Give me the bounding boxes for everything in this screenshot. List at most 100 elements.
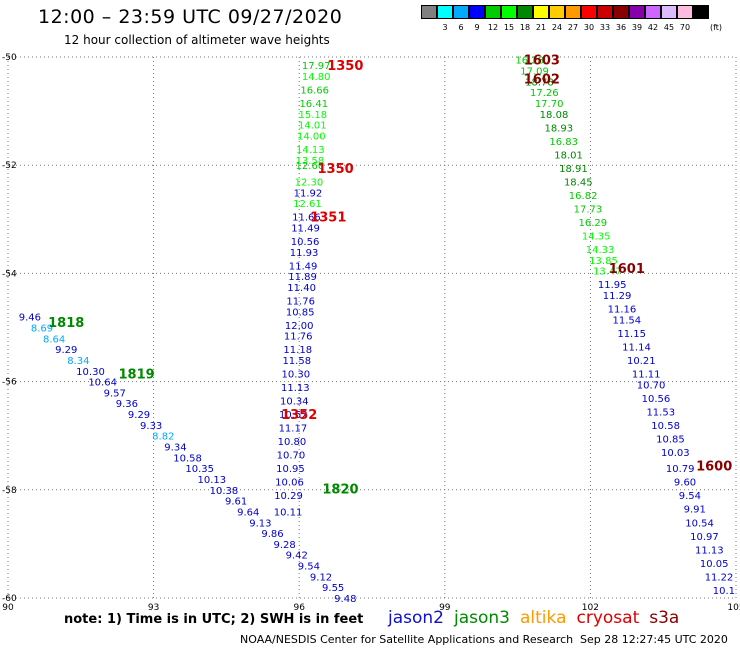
data-point-label: 9.34 bbox=[164, 443, 186, 454]
data-point-label: 8.64 bbox=[43, 334, 65, 345]
data-point-label: 14.35 bbox=[582, 232, 611, 243]
y-tick-label: -60 bbox=[2, 594, 17, 604]
data-point-label: 10.70 bbox=[277, 451, 306, 462]
data-point-label: 11.14 bbox=[622, 342, 651, 353]
generation-timestamp: Sep 28 12:27:45 UTC 2020 bbox=[580, 633, 728, 646]
pass-time-label: 1350 bbox=[327, 59, 363, 74]
color-scale-label: 33 bbox=[599, 23, 611, 32]
data-point-label: 9.48 bbox=[334, 594, 356, 605]
color-scale-unit: (ft) bbox=[709, 23, 723, 32]
data-point-label: 11.76 bbox=[284, 332, 313, 343]
data-point-label: 11.18 bbox=[283, 345, 312, 356]
data-point-label: 11.13 bbox=[695, 545, 724, 556]
data-point-label: 10.70 bbox=[637, 380, 666, 391]
data-point-label: 10.13 bbox=[198, 475, 227, 486]
color-scale-label: 27 bbox=[567, 23, 579, 32]
data-point-label: 13.85 bbox=[589, 256, 618, 267]
data-point-label: 10.97 bbox=[690, 532, 719, 543]
data-point-label: 11.17 bbox=[279, 424, 308, 435]
color-scale-label: 3 bbox=[442, 23, 448, 32]
data-point-label: 11.49 bbox=[291, 223, 320, 234]
color-swatch bbox=[613, 5, 629, 19]
data-point-label: 8.34 bbox=[67, 356, 89, 367]
color-swatch bbox=[581, 5, 597, 19]
color-swatch bbox=[469, 5, 485, 19]
data-point-label: 9.12 bbox=[310, 572, 332, 583]
data-point-label: 9.46 bbox=[19, 313, 41, 324]
data-point-label: 17.73 bbox=[574, 204, 603, 215]
color-swatch bbox=[485, 5, 501, 19]
data-point-label: 8.69 bbox=[31, 324, 53, 335]
color-scale-label: 24 bbox=[551, 23, 563, 32]
data-point-label: 10.64 bbox=[88, 378, 117, 389]
data-point-label: 15.18 bbox=[298, 110, 327, 121]
data-point-label: 16.83 bbox=[549, 137, 578, 148]
y-tick-label: -50 bbox=[2, 53, 17, 63]
color-swatch bbox=[629, 5, 645, 19]
color-swatch bbox=[533, 5, 549, 19]
data-point-label: 9.36 bbox=[116, 399, 138, 410]
data-point-label: 10.11 bbox=[274, 507, 303, 518]
credit-line: NOAA/NESDIS Center for Satellite Applica… bbox=[240, 633, 574, 646]
data-point-label: 14.00 bbox=[297, 131, 326, 142]
data-point-label: 10.05 bbox=[700, 559, 729, 570]
color-swatch bbox=[565, 5, 581, 19]
data-point-label: 12.61 bbox=[293, 199, 322, 210]
data-point-label: 17.97 bbox=[302, 61, 331, 72]
data-point-label: 10.35 bbox=[185, 464, 214, 475]
data-point-label: 18.91 bbox=[559, 164, 588, 175]
data-point-label: 16.29 bbox=[579, 218, 608, 229]
data-point-label: 11.49 bbox=[289, 261, 318, 272]
color-swatch bbox=[693, 5, 709, 19]
color-scale-label: 42 bbox=[647, 23, 659, 32]
data-point-label: 18.93 bbox=[545, 123, 574, 134]
data-point-label: 8.82 bbox=[152, 432, 174, 443]
data-point-label: 11.66 bbox=[292, 213, 321, 224]
data-point-label: 18.45 bbox=[564, 177, 593, 188]
data-point-label: 11.92 bbox=[294, 188, 323, 199]
data-point-label: 10.56 bbox=[642, 394, 671, 405]
data-point-label: 9.60 bbox=[674, 478, 696, 489]
data-point-label: 14.33 bbox=[586, 245, 615, 256]
data-point-label: 10.79 bbox=[666, 464, 695, 475]
data-point-label: 12.60 bbox=[296, 161, 325, 172]
color-swatch bbox=[517, 5, 533, 19]
x-tick-label: 96 bbox=[293, 603, 305, 613]
data-point-label: 10.85 bbox=[286, 307, 315, 318]
data-point-label: 11.89 bbox=[288, 272, 317, 283]
data-point-label: 10.21 bbox=[627, 356, 656, 367]
y-tick-label: -58 bbox=[2, 486, 17, 496]
pass-time-label: 1603 bbox=[524, 54, 560, 69]
color-swatch bbox=[645, 5, 661, 19]
color-scale-label: 9 bbox=[474, 23, 480, 32]
data-point-label: 9.57 bbox=[104, 388, 126, 399]
x-tick-label: 105 bbox=[727, 603, 740, 613]
data-point-label: 17.09 bbox=[520, 67, 549, 78]
data-point-label: 11.40 bbox=[287, 283, 316, 294]
pass-time-label: 1601 bbox=[609, 262, 645, 277]
color-scale-label: 15 bbox=[503, 23, 515, 32]
footnote: note: 1) Time is in UTC; 2) SWH is in fe… bbox=[64, 612, 364, 627]
color-scale-label: 12 bbox=[487, 23, 499, 32]
data-point-label: 18.78 bbox=[525, 77, 554, 88]
data-point-label: 16.82 bbox=[569, 191, 598, 202]
data-point-label: 11.16 bbox=[608, 305, 637, 316]
color-scale-label: 36 bbox=[615, 23, 627, 32]
data-point-label: 10.52 bbox=[279, 410, 308, 421]
data-point-label: 9.61 bbox=[225, 497, 247, 508]
data-point-label: 17.26 bbox=[530, 88, 559, 99]
pass-time-label: 1820 bbox=[322, 483, 358, 498]
data-point-label: 11.13 bbox=[281, 383, 310, 394]
x-tick-label: 93 bbox=[148, 603, 159, 613]
satellite-legend-item: s3a bbox=[649, 608, 680, 628]
data-point-label: 9.13 bbox=[249, 518, 271, 529]
color-swatch bbox=[453, 5, 469, 19]
color-scale-label: 6 bbox=[458, 23, 464, 32]
data-point-label: 10.30 bbox=[281, 369, 310, 380]
data-point-label: 10.06 bbox=[275, 478, 304, 489]
color-swatch bbox=[437, 5, 453, 19]
data-point-label: 11.54 bbox=[612, 315, 641, 326]
color-scale-label: 39 bbox=[631, 23, 643, 32]
data-point-label: 10.95 bbox=[276, 464, 305, 475]
data-point-label: 9.91 bbox=[684, 505, 706, 516]
